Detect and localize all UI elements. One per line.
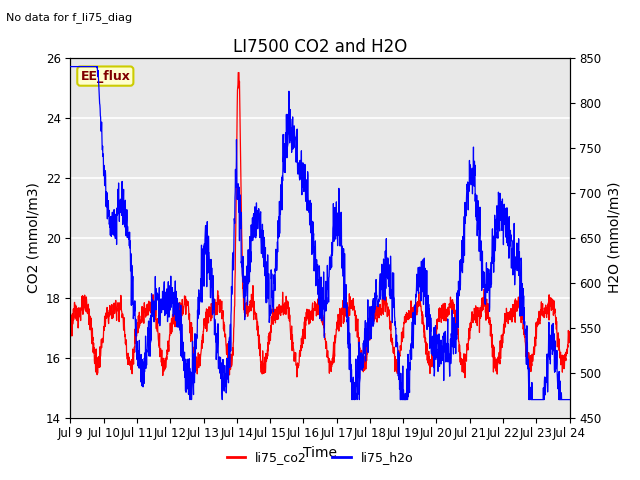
Y-axis label: H2O (mmol/m3): H2O (mmol/m3) bbox=[607, 182, 621, 293]
Title: LI7500 CO2 and H2O: LI7500 CO2 and H2O bbox=[233, 38, 407, 56]
Text: EE_flux: EE_flux bbox=[81, 70, 131, 83]
Text: No data for f_li75_diag: No data for f_li75_diag bbox=[6, 12, 132, 23]
X-axis label: Time: Time bbox=[303, 446, 337, 460]
Y-axis label: CO2 (mmol/m3): CO2 (mmol/m3) bbox=[26, 182, 40, 293]
Legend: li75_co2, li75_h2o: li75_co2, li75_h2o bbox=[221, 446, 419, 469]
